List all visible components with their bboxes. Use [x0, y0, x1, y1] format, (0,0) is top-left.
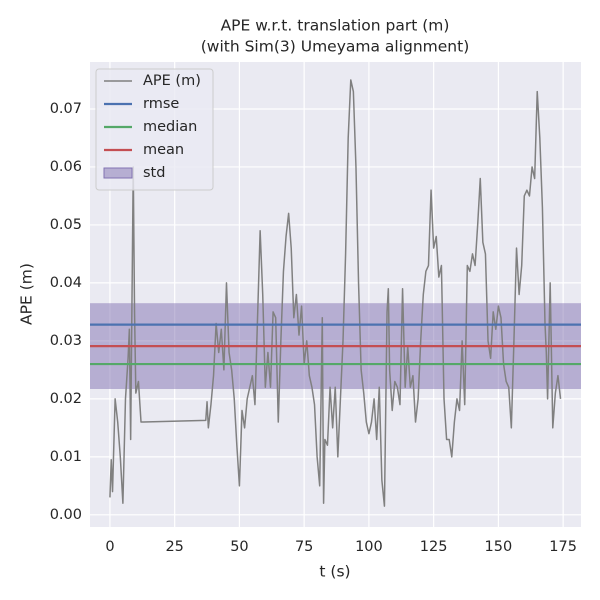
x-tick-label: 0 [105, 539, 114, 555]
y-tick-label: 0.05 [50, 217, 82, 233]
y-tick-label: 0.04 [50, 275, 82, 291]
legend-swatch [103, 167, 133, 179]
chart-subtitle: (with Sim(3) Umeyama alignment) [201, 38, 470, 56]
y-tick-label: 0.01 [50, 449, 82, 465]
legend-label: rmse [143, 96, 179, 112]
y-tick-label: 0.06 [50, 159, 82, 175]
legend-label: mean [143, 142, 184, 158]
x-tick-label: 100 [355, 539, 383, 555]
data-line [109, 79, 562, 507]
y-tick-label: 0.00 [50, 507, 82, 523]
x-tick-label: 50 [230, 539, 248, 555]
legend-label: std [143, 165, 165, 181]
x-tick-label: 150 [485, 539, 513, 555]
x-tick-label: 75 [295, 539, 313, 555]
y-tick-label: 0.07 [50, 101, 82, 117]
legend-box [95, 68, 214, 191]
x-tick-label: 125 [420, 539, 448, 555]
x-axis-label: t (s) [319, 563, 350, 581]
y-tick-label: 0.02 [50, 391, 82, 407]
legend-label: median [143, 119, 197, 135]
x-tick-label: 25 [165, 539, 183, 555]
y-tick-label: 0.03 [50, 333, 82, 349]
y-axis-label: APE (m) [18, 263, 36, 325]
legend-label: APE (m) [143, 73, 201, 89]
chart-title: APE w.r.t. translation part (m) [221, 17, 450, 35]
x-tick-label: 175 [549, 539, 577, 555]
